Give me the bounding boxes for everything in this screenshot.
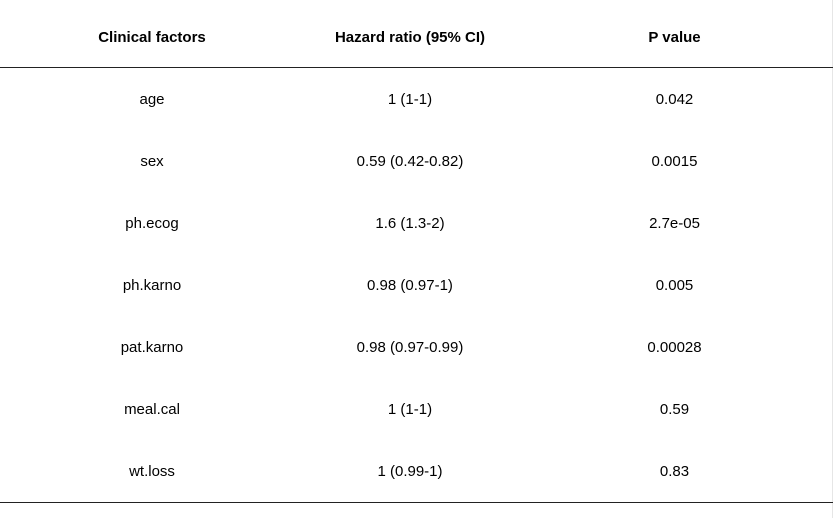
table-row: sex 0.59 (0.42-0.82) 0.0015: [0, 130, 833, 192]
cell-factor: sex: [140, 152, 164, 170]
header-hazard-ratio: Hazard ratio (95% CI): [304, 8, 516, 68]
header-row: Clinical factors Hazard ratio (95% CI) P…: [0, 8, 833, 68]
cell-factor: ph.karno: [122, 276, 182, 294]
cell-factor: pat.karno: [120, 338, 184, 356]
cell-hazard-ratio: 1 (0.99-1): [304, 440, 516, 503]
cell-factor: ph.ecog: [125, 214, 179, 232]
cell-hazard-ratio: 0.98 (0.97-1): [367, 276, 453, 294]
table-row: ph.karno 0.98 (0.97-1) 0.005: [0, 254, 833, 316]
cell-p-value: 0.59: [659, 400, 690, 418]
cell-p-value: 0.005: [655, 276, 694, 294]
cell-factor: meal.cal: [124, 400, 180, 418]
cell-p-value: 0.042: [655, 90, 694, 108]
cell-hazard-ratio: 1 (1-1): [387, 90, 433, 108]
table-row: ph.ecog 1.6 (1.3-2) 2.7e-05: [0, 192, 833, 254]
header-p-value: P value: [516, 8, 833, 68]
cell-factor: age: [139, 90, 165, 108]
table-row: age 1 (1-1) 0.042: [0, 68, 833, 131]
hazard-ratio-table: Clinical factors Hazard ratio (95% CI) P…: [0, 8, 833, 503]
table-row: wt.loss 1 (0.99-1) 0.83: [0, 440, 833, 503]
header-clinical-factors: Clinical factors: [0, 8, 304, 68]
cell-p-value: 2.7e-05: [649, 214, 700, 232]
cell-p-value: 0.00028: [647, 338, 702, 356]
cell-factor: wt.loss: [0, 440, 304, 503]
table-row: meal.cal 1 (1-1) 0.59: [0, 378, 833, 440]
table-row: pat.karno 0.98 (0.97-0.99) 0.00028: [0, 316, 833, 378]
cell-hazard-ratio: 0.59 (0.42-0.82): [356, 152, 464, 170]
cell-p-value: 0.83: [516, 440, 833, 503]
table-body: age 1 (1-1) 0.042 sex 0.59 (0.42-0.82) 0…: [0, 68, 833, 503]
cell-hazard-ratio: 1.6 (1.3-2): [375, 214, 445, 232]
table-header: Clinical factors Hazard ratio (95% CI) P…: [0, 8, 833, 68]
cell-hazard-ratio: 1 (1-1): [387, 400, 433, 418]
cell-p-value: 0.0015: [651, 152, 698, 170]
cell-hazard-ratio: 0.98 (0.97-0.99): [356, 338, 464, 356]
